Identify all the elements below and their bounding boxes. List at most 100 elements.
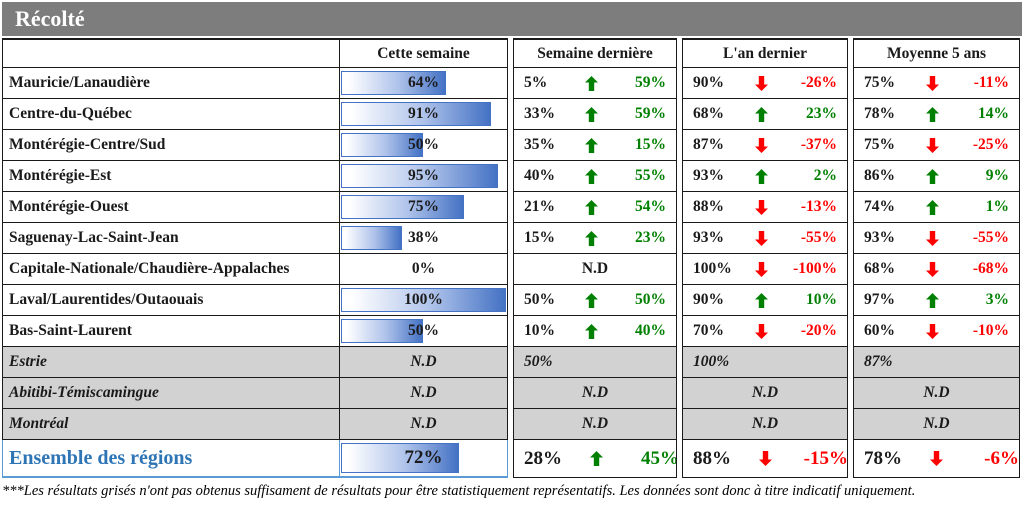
avg-5yr-cell: N.D bbox=[853, 378, 1020, 409]
last-year-cell: 70% -20% bbox=[682, 316, 848, 347]
last-year-cell: 87% -37% bbox=[682, 130, 848, 161]
data-bar bbox=[341, 71, 446, 95]
region-name: Capitale-Nationale/Chaudière-Appalaches bbox=[2, 254, 340, 285]
current-week-cell: 91% bbox=[340, 99, 508, 130]
current-week-cell: 50% bbox=[340, 130, 508, 161]
bar-value-label: 64% bbox=[408, 74, 439, 91]
avg-5yr-cell: 78% 14% bbox=[853, 99, 1020, 130]
table-row: Bas-Saint-Laurent 50% 10% 40% 70% -20% 60% -10% bbox=[2, 316, 1020, 347]
bar-value-label: 38% bbox=[408, 229, 439, 246]
trend-arrow bbox=[924, 323, 941, 339]
data-bar bbox=[341, 288, 506, 312]
group-change: -15% bbox=[803, 447, 848, 469]
data-bar bbox=[341, 443, 460, 473]
down-arrow-icon bbox=[926, 230, 939, 246]
group-value: 15% bbox=[524, 229, 555, 246]
trend-arrow bbox=[584, 168, 598, 184]
last-week-cell: 28% 45% bbox=[513, 440, 677, 478]
group-value: 87% bbox=[693, 136, 724, 153]
region-name: Centre-du-Québec bbox=[2, 99, 340, 130]
data-bar bbox=[341, 226, 403, 250]
group-value: 35% bbox=[524, 136, 555, 153]
group-change: -20% bbox=[800, 322, 837, 339]
group-change: -55% bbox=[800, 229, 837, 246]
last-week-cell: 21% 54% bbox=[513, 192, 677, 223]
up-arrow-icon bbox=[926, 292, 939, 308]
col-header-lan-dernier: L'an dernier bbox=[682, 38, 848, 68]
group-value: 100% bbox=[693, 353, 730, 370]
down-arrow-icon bbox=[759, 451, 772, 466]
group-change: 3% bbox=[985, 291, 1009, 308]
up-arrow-icon bbox=[926, 106, 939, 122]
last-year-cell: N.D bbox=[682, 378, 848, 409]
table-row: Montréal N.D N.D N.D N.D bbox=[2, 409, 1020, 440]
region-name: Abitibi-Témiscamingue bbox=[2, 378, 340, 409]
up-arrow-icon bbox=[584, 75, 598, 91]
group-change: 23% bbox=[806, 105, 837, 122]
group-change: -11% bbox=[973, 74, 1009, 91]
last-year-cell: 88% -13% bbox=[682, 192, 848, 223]
up-arrow-icon bbox=[584, 137, 598, 153]
last-week-cell: 50% bbox=[513, 347, 677, 378]
avg-5yr-cell: 74% 1% bbox=[853, 192, 1020, 223]
last-week-cell: N.D bbox=[513, 409, 677, 440]
bar-value-label: 72% bbox=[404, 447, 443, 468]
bar-value-label: 75% bbox=[408, 198, 439, 215]
table-row: Mauricie/Lanaudière 64% 5% 59% 90% -26% 75% -11… bbox=[2, 68, 1020, 99]
nd-label: N.D bbox=[410, 384, 437, 401]
avg-5yr-cell: 75% -11% bbox=[853, 68, 1020, 99]
group-change: 14% bbox=[978, 105, 1009, 122]
current-week-cell: 75% bbox=[340, 192, 508, 223]
group-value: 74% bbox=[864, 198, 895, 215]
group-change: -37% bbox=[800, 136, 837, 153]
up-arrow-icon bbox=[754, 168, 768, 184]
group-value: 93% bbox=[693, 167, 724, 184]
trend-arrow bbox=[584, 75, 598, 91]
table-row: Montérégie-Centre/Sud 50% 35% 15% 87% -37% 75%… bbox=[2, 130, 1020, 161]
total-row: Ensemble des régions 72% 28% 45% 88% -15% 78% -… bbox=[2, 440, 1020, 478]
group-value: 93% bbox=[864, 229, 895, 246]
last-week-cell: 33% 59% bbox=[513, 99, 677, 130]
group-change: -100% bbox=[793, 260, 837, 277]
trend-arrow bbox=[753, 199, 769, 215]
group-change: 1% bbox=[985, 198, 1009, 215]
group-change: 15% bbox=[635, 136, 666, 153]
trend-arrow bbox=[584, 230, 598, 246]
region-name: Montérégie-Ouest bbox=[2, 192, 340, 223]
current-week-cell: 0% bbox=[340, 254, 508, 285]
current-week-cell: N.D bbox=[340, 378, 508, 409]
avg-5yr-cell: 87% bbox=[853, 347, 1020, 378]
bar-value-label: 50% bbox=[408, 322, 439, 339]
last-week-cell: 40% 55% bbox=[513, 161, 677, 192]
nd-label: N.D bbox=[751, 384, 779, 401]
current-week-cell: 38% bbox=[340, 223, 508, 254]
group-value: 10% bbox=[524, 322, 555, 339]
group-value: 68% bbox=[864, 260, 895, 277]
group-change: -25% bbox=[972, 136, 1009, 153]
avg-5yr-cell: 60% -10% bbox=[853, 316, 1020, 347]
group-value: 100% bbox=[693, 260, 732, 277]
current-week-cell: 100% bbox=[340, 285, 508, 316]
group-change: 59% bbox=[635, 74, 666, 91]
up-arrow-icon bbox=[584, 230, 598, 246]
region-name: Mauricie/Lanaudière bbox=[2, 68, 340, 99]
table-row: Laval/Laurentides/Outaouais 100% 50% 50% 90%… bbox=[2, 285, 1020, 316]
last-week-cell: 35% 15% bbox=[513, 130, 677, 161]
bar-value-label: 91% bbox=[408, 105, 439, 122]
group-value: 33% bbox=[524, 105, 555, 122]
region-name: Montréal bbox=[2, 409, 340, 440]
trend-arrow bbox=[924, 75, 941, 91]
table-row: Centre-du-Québec 91% 33% 59% 68% 23% 78% 14% bbox=[2, 99, 1020, 130]
footnote-text: ***Les résultats grisés n'ont pas obtenu… bbox=[2, 483, 916, 499]
group-value: 90% bbox=[693, 291, 724, 308]
region-name: Estrie bbox=[2, 347, 340, 378]
up-arrow-icon bbox=[584, 106, 598, 122]
trend-arrow bbox=[584, 199, 598, 215]
group-value: 50% bbox=[524, 353, 553, 370]
last-week-cell: 50% 50% bbox=[513, 285, 677, 316]
nd-label: N.D bbox=[410, 353, 437, 370]
table-row: Montérégie-Est 95% 40% 55% 93% 2% 86% 9% bbox=[2, 161, 1020, 192]
trend-arrow bbox=[924, 230, 941, 246]
avg-5yr-cell: 75% -25% bbox=[853, 130, 1020, 161]
last-year-cell: N.D bbox=[682, 409, 848, 440]
